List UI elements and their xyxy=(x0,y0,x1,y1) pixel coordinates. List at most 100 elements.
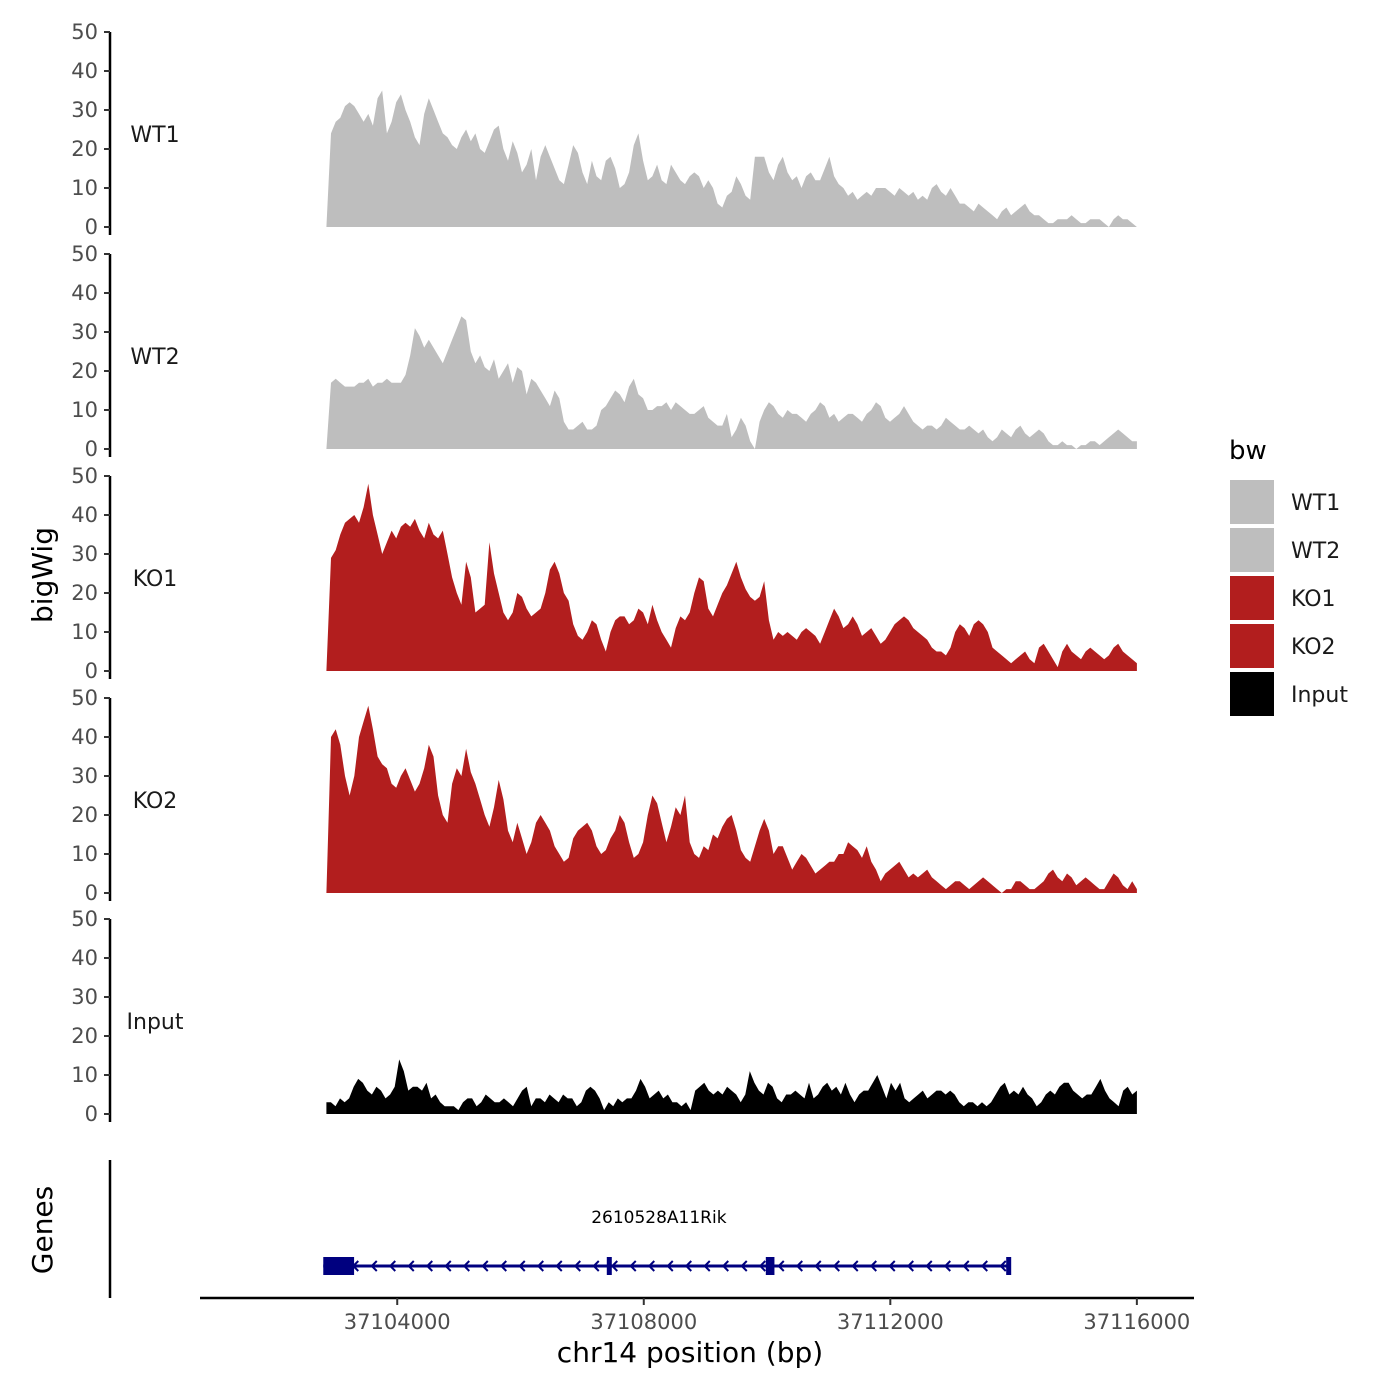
track-label: KO2 xyxy=(133,789,178,814)
strand-arrow xyxy=(962,1260,970,1272)
track-label: KO1 xyxy=(133,567,178,592)
strand-arrow xyxy=(481,1260,489,1272)
y-axis-title: bigWig xyxy=(26,527,59,623)
gene-model: 2610528A11Rik xyxy=(323,1208,1012,1275)
y-tick-label: 30 xyxy=(71,542,98,566)
strand-arrow xyxy=(629,1260,637,1272)
y-tick-label: 40 xyxy=(71,503,98,527)
y-tick-label: 30 xyxy=(71,320,98,344)
x-axis-title: chr14 position (bp) xyxy=(557,1336,823,1369)
y-tick-label: 0 xyxy=(85,1102,98,1126)
gene-exon xyxy=(765,1257,775,1275)
y-tick-label: 40 xyxy=(71,725,98,749)
legend-item-ko1: KO1 xyxy=(1230,576,1336,620)
track-input: 0 10 20 30 40 50 Input xyxy=(71,907,1137,1126)
y-tick-label: 20 xyxy=(71,137,98,161)
strand-arrow xyxy=(851,1260,859,1272)
legend-label: Input xyxy=(1291,683,1348,708)
y-tick-label: 10 xyxy=(71,620,98,644)
legend-item-wt2: WT2 xyxy=(1230,528,1340,572)
track-ko1: 0 10 20 30 40 50 KO1 xyxy=(71,464,1137,683)
legend-item-ko2: KO2 xyxy=(1230,624,1336,668)
strand-arrow xyxy=(777,1260,785,1272)
genes-axis-title: Genes xyxy=(26,1186,59,1274)
track-ko2: 0 10 20 30 40 50 KO2 xyxy=(71,686,1137,905)
y-tick-label: 50 xyxy=(71,242,98,266)
strand-arrow xyxy=(999,1260,1007,1272)
coverage-area-input xyxy=(326,1059,1137,1114)
y-tick-label: 20 xyxy=(71,581,98,605)
y-tick-label: 50 xyxy=(71,20,98,44)
legend-label: WT2 xyxy=(1291,539,1340,564)
strand-arrow xyxy=(555,1260,563,1272)
y-tick-label: 10 xyxy=(71,176,98,200)
y-tick-label: 10 xyxy=(71,398,98,422)
strand-arrow xyxy=(407,1260,415,1272)
strand-arrow xyxy=(925,1260,933,1272)
track-label: Input xyxy=(127,1010,184,1035)
track-label: WT2 xyxy=(130,345,179,370)
legend-swatch xyxy=(1230,480,1274,524)
strand-arrow xyxy=(703,1260,711,1272)
coverage-tracks: 0 10 20 30 40 50 WT1 0 10 20 30 40 50 WT2 0 10 20 30 40 50 K… xyxy=(71,20,1137,1126)
legend-item-wt1: WT1 xyxy=(1230,480,1340,524)
y-tick-label: 30 xyxy=(71,985,98,1009)
gene-name-label: 2610528A11Rik xyxy=(591,1208,727,1228)
gene-exon xyxy=(606,1257,612,1275)
genes-panel: Genes 2610528A11Rik xyxy=(26,1160,1012,1298)
strand-arrow xyxy=(906,1260,914,1272)
strand-arrow xyxy=(721,1260,729,1272)
x-axis: chr14 position (bp) 37104000 37108000 3711… xyxy=(200,1296,1194,1369)
strand-arrow xyxy=(647,1260,655,1272)
strand-arrow xyxy=(758,1260,766,1272)
strand-arrow xyxy=(795,1260,803,1272)
strand-arrow xyxy=(425,1260,433,1272)
y-tick-label: 50 xyxy=(71,464,98,488)
strand-arrow xyxy=(592,1260,600,1272)
legend-swatch xyxy=(1230,624,1274,668)
x-tick-label: 37116000 xyxy=(1083,1310,1190,1334)
track-label: WT1 xyxy=(130,123,179,148)
y-tick-label: 50 xyxy=(71,907,98,931)
legend-label: KO2 xyxy=(1291,635,1336,660)
track-wt2: 0 10 20 30 40 50 WT2 xyxy=(71,242,1137,461)
strand-arrow xyxy=(980,1260,988,1272)
strand-arrow xyxy=(869,1260,877,1272)
y-tick-label: 0 xyxy=(85,215,98,239)
strand-arrow xyxy=(499,1260,507,1272)
strand-arrow xyxy=(370,1260,378,1272)
x-tick-label: 37104000 xyxy=(344,1310,451,1334)
legend-swatch xyxy=(1230,576,1274,620)
strand-arrow xyxy=(666,1260,674,1272)
y-tick-label: 40 xyxy=(71,59,98,83)
strand-arrow xyxy=(518,1260,526,1272)
y-tick-label: 20 xyxy=(71,359,98,383)
strand-arrow xyxy=(832,1260,840,1272)
x-tick-label: 37108000 xyxy=(590,1310,697,1334)
gene-exon xyxy=(323,1257,355,1275)
legend-title: bw xyxy=(1229,436,1267,466)
y-tick-label: 10 xyxy=(71,842,98,866)
y-tick-label: 30 xyxy=(71,98,98,122)
strand-arrow xyxy=(573,1260,581,1272)
y-tick-label: 50 xyxy=(71,686,98,710)
y-tick-label: 0 xyxy=(85,437,98,461)
strand-arrow xyxy=(888,1260,896,1272)
y-tick-label: 20 xyxy=(71,1024,98,1048)
strand-arrow xyxy=(740,1260,748,1272)
x-tick-label: 37112000 xyxy=(837,1310,944,1334)
y-tick-label: 0 xyxy=(85,881,98,905)
legend-item-input: Input xyxy=(1230,672,1348,716)
coverage-area-ko1 xyxy=(326,483,1137,671)
legend-swatch xyxy=(1230,528,1274,572)
strand-arrow xyxy=(444,1260,452,1272)
y-tick-label: 40 xyxy=(71,946,98,970)
y-tick-label: 10 xyxy=(71,1063,98,1087)
strand-arrow xyxy=(462,1260,470,1272)
y-tick-label: 40 xyxy=(71,281,98,305)
strand-arrow xyxy=(684,1260,692,1272)
strand-arrow xyxy=(388,1260,396,1272)
strand-arrow xyxy=(610,1260,618,1272)
gene-exon xyxy=(1006,1257,1012,1275)
